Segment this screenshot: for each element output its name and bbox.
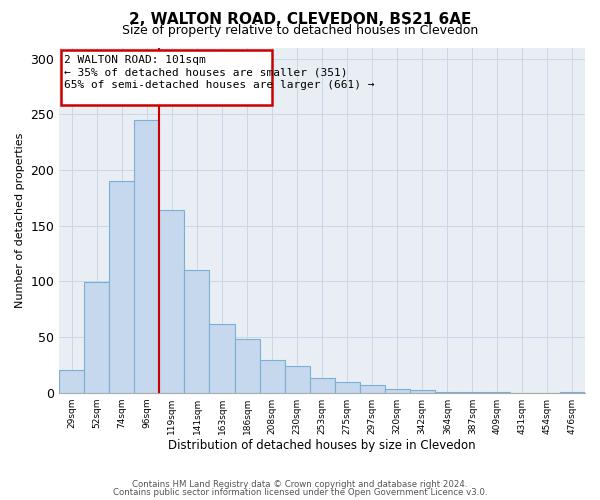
Bar (359, 385, 385, 392)
Text: 65% of semi-detached houses are larger (661) →: 65% of semi-detached houses are larger (… (64, 80, 375, 90)
Bar (385, 390, 410, 392)
Bar (209, 324, 235, 392)
X-axis label: Distribution of detached houses by size in Clevedon: Distribution of detached houses by size … (169, 440, 476, 452)
Bar (310, 378, 335, 392)
Bar (59, 370, 85, 392)
FancyBboxPatch shape (61, 50, 272, 106)
Bar (235, 340, 260, 392)
Text: ← 35% of detached houses are smaller (351): ← 35% of detached houses are smaller (35… (64, 68, 348, 78)
Bar (335, 382, 359, 392)
Y-axis label: Number of detached properties: Number of detached properties (15, 132, 25, 308)
Bar (160, 210, 184, 392)
Text: Contains public sector information licensed under the Open Government Licence v3: Contains public sector information licen… (113, 488, 487, 497)
Text: Contains HM Land Registry data © Crown copyright and database right 2024.: Contains HM Land Registry data © Crown c… (132, 480, 468, 489)
Bar (410, 390, 435, 392)
Bar (260, 360, 284, 392)
Bar (134, 120, 160, 392)
Bar (184, 270, 209, 392)
Text: Size of property relative to detached houses in Clevedon: Size of property relative to detached ho… (122, 24, 478, 37)
Text: 2 WALTON ROAD: 101sqm: 2 WALTON ROAD: 101sqm (64, 56, 206, 66)
Bar (109, 181, 134, 392)
Text: 2, WALTON ROAD, CLEVEDON, BS21 6AE: 2, WALTON ROAD, CLEVEDON, BS21 6AE (129, 12, 471, 28)
Bar (85, 282, 109, 393)
Bar (284, 366, 310, 392)
